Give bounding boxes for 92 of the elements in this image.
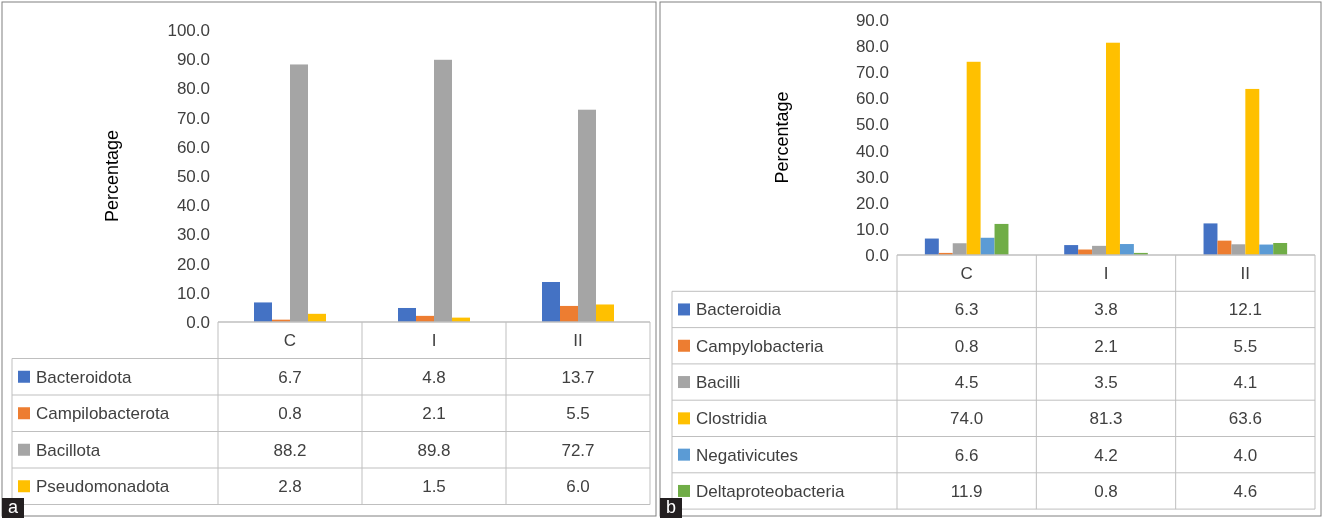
bar <box>952 243 967 255</box>
y-tick-label: 30.0 <box>855 167 889 187</box>
y-tick-label: 80.0 <box>176 79 210 99</box>
bar <box>542 282 560 322</box>
x-tick-label: C <box>960 264 973 284</box>
legend-label: Bacteroidia <box>696 300 782 320</box>
y-tick-label: 70.0 <box>176 108 210 128</box>
y-tick-label: 50.0 <box>176 166 210 186</box>
legend-label: Bacteroidota <box>36 367 132 387</box>
bar <box>1217 240 1232 255</box>
data-label: 6.0 <box>566 477 590 497</box>
bar <box>1245 88 1260 255</box>
y-tick-label: 20.0 <box>176 254 210 274</box>
bar <box>994 223 1009 255</box>
y-tick-label: 30.0 <box>176 225 210 245</box>
data-label: 5.5 <box>566 404 590 424</box>
data-label: 1.5 <box>422 477 446 497</box>
bar <box>1203 223 1218 255</box>
data-label: 4.6 <box>1233 481 1258 501</box>
legend-label: Campilobacterota <box>36 404 170 424</box>
data-label: 12.1 <box>1228 300 1262 320</box>
data-label: 0.8 <box>278 404 302 424</box>
bar <box>924 238 939 255</box>
legend-label: Bacillota <box>36 440 101 460</box>
data-label: 13.7 <box>561 367 595 387</box>
bar <box>1119 244 1134 255</box>
bar <box>290 64 308 322</box>
data-label: 88.2 <box>273 440 307 460</box>
x-tick-label: C <box>283 331 297 351</box>
data-label: 2.8 <box>278 477 302 497</box>
x-tick-label: II <box>573 331 583 351</box>
y-tick-label: 60.0 <box>855 89 889 109</box>
y-tick-label: 90.0 <box>855 10 889 30</box>
y-tick-label: 50.0 <box>855 115 889 135</box>
data-label: 4.0 <box>1233 445 1258 465</box>
bar <box>966 61 981 255</box>
data-label: 11.9 <box>950 481 983 501</box>
data-label: 5.5 <box>1233 336 1258 356</box>
y-tick-label: 60.0 <box>176 137 210 157</box>
data-label: 2.1 <box>422 404 446 424</box>
y-tick-label: 10.0 <box>855 219 889 239</box>
legend-label: Bacilli <box>696 373 741 392</box>
data-label: 6.6 <box>954 445 979 465</box>
data-label: 0.8 <box>954 336 979 356</box>
y-tick-label: 40.0 <box>176 196 210 216</box>
bar <box>398 307 416 322</box>
bar <box>596 304 614 322</box>
y-tick-label: 70.0 <box>855 63 889 83</box>
x-tick-label: II <box>1240 264 1251 284</box>
text: b <box>665 497 677 517</box>
bar <box>578 109 596 322</box>
text: a <box>7 497 19 517</box>
legend-label: Pseudomonadota <box>36 477 170 497</box>
bar <box>980 237 995 255</box>
x-tick-label: I <box>1103 264 1109 284</box>
data-label: 4.8 <box>422 367 446 387</box>
data-label: 72.7 <box>561 440 595 460</box>
bar <box>1106 42 1120 255</box>
data-label: 74.0 <box>950 409 984 429</box>
data-label: 89.8 <box>417 440 451 460</box>
data-label: 2.1 <box>1094 336 1118 356</box>
data-label: 3.5 <box>1094 373 1118 392</box>
bar <box>1231 244 1246 255</box>
legend-label: Campylobacteria <box>696 336 825 356</box>
bar <box>1064 245 1079 255</box>
data-label: 4.2 <box>1094 445 1118 465</box>
data-label: 6.7 <box>278 367 302 387</box>
y-tick-label: 20.0 <box>855 193 889 213</box>
data-label: 4.5 <box>954 373 979 392</box>
data-label: 6.3 <box>954 300 979 320</box>
legend-label: Negativicutes <box>696 445 799 465</box>
y-tick-label: 0.0 <box>186 312 210 332</box>
data-label: 3.8 <box>1094 300 1118 320</box>
y-tick-label: 0.0 <box>865 245 889 265</box>
y-axis-title: Percentage <box>772 91 792 184</box>
bar <box>434 59 452 322</box>
y-tick-label: 10.0 <box>176 283 210 303</box>
y-tick-label: 40.0 <box>855 141 889 161</box>
data-label: 81.3 <box>1089 409 1123 429</box>
bar <box>560 305 578 322</box>
y-tick-label: 80.0 <box>855 37 889 57</box>
y-tick-label: 90.0 <box>176 50 210 70</box>
data-label: 63.6 <box>1228 409 1262 429</box>
y-axis-title: Percentage <box>102 129 122 223</box>
legend-label: Deltaproteobacteria <box>696 481 845 501</box>
bar <box>1273 242 1288 255</box>
x-tick-label: I <box>431 331 437 351</box>
y-tick-label: 100.0 <box>167 20 210 40</box>
data-label: 0.8 <box>1094 481 1118 501</box>
bar <box>254 302 272 322</box>
legend-label: Clostridia <box>696 409 768 429</box>
data-label: 4.1 <box>1233 373 1258 392</box>
